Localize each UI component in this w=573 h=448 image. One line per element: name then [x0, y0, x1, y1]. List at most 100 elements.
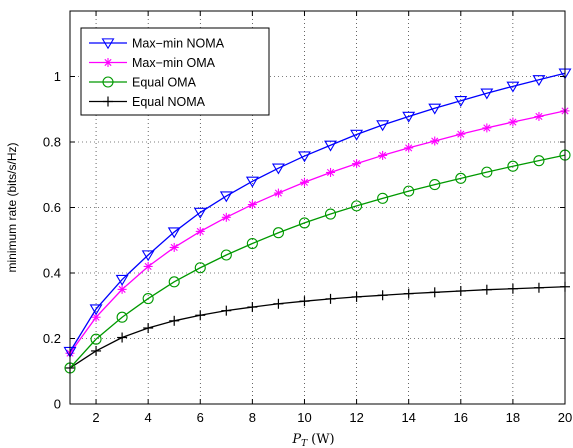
y-tick-label: 0.4 [43, 266, 61, 281]
series-line [69, 110, 566, 354]
triangle-marker [101, 38, 115, 50]
asterisk-marker [103, 58, 113, 67]
circle-marker [298, 217, 311, 229]
circle-marker [429, 179, 441, 191]
triangle-marker [141, 250, 155, 262]
circle-marker [168, 276, 180, 288]
circle-marker [351, 200, 363, 212]
plus-marker [533, 282, 544, 293]
triangle-marker [324, 140, 337, 152]
plus-marker [351, 291, 362, 302]
plus-marker [103, 96, 113, 107]
plus-marker [429, 287, 440, 298]
triangle-marker [193, 207, 207, 219]
legend-label: Max−min NOMA [132, 37, 225, 51]
plus-marker [481, 284, 492, 295]
triangle-marker [402, 111, 416, 123]
series-3 [65, 281, 570, 373]
triangle-marker [167, 227, 181, 239]
circle-marker [324, 208, 337, 220]
asterisk-marker [378, 150, 388, 160]
asterisk-marker [247, 200, 257, 210]
legend-item: Equal OMA [89, 76, 197, 90]
circle-marker [220, 249, 232, 261]
triangle-marker [376, 120, 390, 132]
legend-item: Max−min OMA [89, 56, 216, 70]
x-tick-label: 10 [297, 410, 311, 425]
plus-marker [455, 286, 466, 297]
plus-marker [117, 332, 128, 343]
legend-label: Equal OMA [132, 76, 197, 90]
x-axis-label: PT (W) [291, 432, 334, 448]
circle-marker [377, 192, 389, 204]
x-tick-label: 2 [92, 410, 99, 425]
x-tick-label: 8 [249, 410, 256, 425]
asterisk-marker [195, 226, 205, 236]
circle-marker [272, 227, 284, 239]
circle-marker [142, 292, 154, 305]
x-tick-label: 4 [145, 410, 152, 425]
triangle-marker [506, 81, 520, 93]
plus-marker [247, 302, 258, 313]
legend-label: Max−min OMA [132, 56, 216, 70]
plus-marker [91, 345, 102, 356]
plus-marker [299, 296, 310, 307]
legend: Max−min NOMA Max−min OMA Equal OMA Equal NO… [80, 27, 270, 116]
asterisk-marker [299, 177, 309, 187]
triangle-marker [115, 274, 129, 286]
triangle-marker [454, 96, 468, 108]
y-tick-label: 0.6 [43, 200, 61, 215]
y-tick-label: 0 [54, 397, 61, 412]
plus-marker [403, 288, 414, 299]
triangle-marker [219, 191, 233, 203]
asterisk-marker [326, 167, 336, 177]
y-tick-label: 1 [54, 69, 61, 84]
x-axis-label-symbol: P [291, 432, 301, 447]
x-tick-label: 20 [558, 410, 572, 425]
asterisk-marker [482, 123, 492, 133]
plus-marker [507, 283, 518, 294]
plus-marker [221, 305, 232, 316]
asterisk-marker [352, 159, 362, 169]
triangle-marker [245, 176, 259, 188]
asterisk-marker [169, 242, 179, 252]
asterisk-marker [456, 129, 466, 139]
triangle-marker [532, 75, 546, 87]
circle-marker [455, 172, 467, 184]
y-tick-label: 0.2 [43, 331, 61, 346]
triangle-marker [428, 103, 442, 115]
triangle-marker [298, 151, 311, 163]
circle-marker [533, 155, 545, 167]
x-tick-label: 18 [506, 410, 520, 425]
x-tick-label: 16 [454, 410, 468, 425]
plus-marker [325, 293, 336, 304]
x-tick-label: 6 [197, 410, 204, 425]
x-axis-label-unit: (W) [311, 432, 335, 447]
circle-marker [90, 333, 102, 345]
asterisk-marker [143, 261, 153, 271]
circle-marker [481, 166, 493, 178]
plus-marker [273, 298, 284, 309]
series-layer [63, 68, 572, 374]
triangle-marker [480, 88, 494, 100]
circle-marker [102, 76, 114, 88]
asterisk-marker [508, 117, 518, 127]
x-axis-label-subscript: T [301, 439, 308, 448]
asterisk-marker [117, 284, 127, 294]
triangle-marker [350, 129, 364, 141]
plus-marker [377, 290, 388, 301]
asterisk-marker [273, 188, 283, 198]
triangle-marker [89, 304, 103, 316]
asterisk-marker [404, 143, 414, 153]
circle-marker [246, 237, 258, 250]
circle-marker [403, 185, 415, 197]
series-1 [65, 106, 570, 358]
ticks: 2 4 6 8 10 12 14 16 18 20 0 0.2 0.4 0.6 0.8 1 [43, 11, 572, 425]
legend-label: Equal NOMA [132, 95, 206, 109]
asterisk-marker [221, 212, 231, 222]
circle-marker [507, 160, 519, 172]
x-tick-label: 14 [401, 410, 415, 425]
legend-item: Max−min NOMA [89, 37, 225, 51]
